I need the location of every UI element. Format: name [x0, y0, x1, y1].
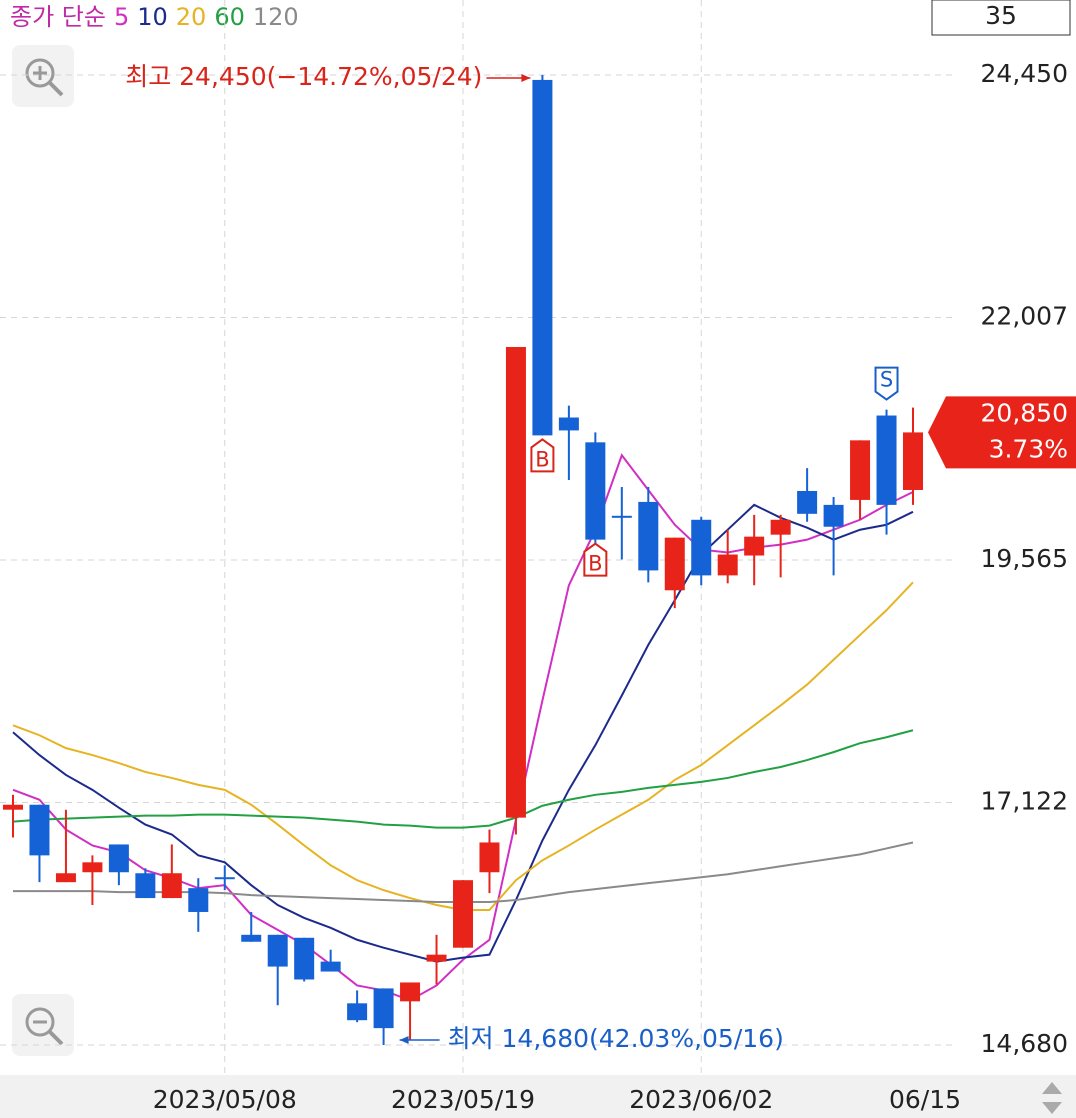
candle-body [850, 440, 871, 500]
candle-body [744, 536, 765, 556]
change-rate: 3.73% [989, 434, 1068, 463]
x-tick-label: 2023/06/02 [629, 1085, 773, 1114]
ma-line [12, 503, 914, 963]
candle-body [479, 842, 500, 873]
candle-body [876, 415, 897, 505]
candle-body [638, 501, 659, 571]
candle-body [823, 504, 844, 527]
candle-body [29, 804, 50, 856]
legend-entry: 120 [253, 3, 299, 31]
x-tick-label: 2023/05/19 [391, 1085, 535, 1114]
candle-body [585, 442, 606, 540]
candle-body [267, 934, 288, 967]
candle-body [55, 873, 76, 883]
candle-body [320, 961, 341, 972]
y-tick-label: 24,450 [981, 59, 1068, 88]
candle-body [188, 888, 209, 912]
candle-body [717, 554, 738, 576]
candle-body [400, 982, 421, 1002]
candle-body [664, 537, 685, 591]
count-box [931, 0, 1071, 36]
arrow-head [399, 1036, 409, 1045]
candle-body [797, 490, 818, 514]
candle-body [532, 79, 553, 436]
candle-body [135, 873, 156, 899]
candle-body [161, 873, 182, 899]
arrow-head [521, 73, 531, 82]
visible-count: 35 [985, 1, 1017, 30]
x-tick-label: 06/15 [889, 1085, 961, 1114]
y-tick-label: 19,565 [981, 544, 1068, 573]
legend-entry: 60 [214, 3, 245, 31]
last-price-box [928, 396, 1076, 469]
candle-body [373, 988, 394, 1029]
candle-body [108, 844, 129, 873]
low-annotation: 최저 14,680(42.03%,05/16) [448, 1024, 784, 1053]
candle-body [770, 519, 791, 535]
candle-body [3, 804, 23, 810]
legend-entry: 5 [114, 3, 129, 31]
candle-body [241, 934, 262, 942]
legend-entry: 10 [137, 3, 168, 31]
candle-body [347, 1003, 368, 1021]
legend-entry: 20 [176, 3, 207, 31]
signal-marker [583, 542, 608, 577]
signal-marker [530, 438, 555, 473]
last-price: 20,850 [981, 398, 1068, 427]
candle-body [214, 877, 235, 880]
candle-body [294, 937, 315, 980]
candle-body [505, 347, 526, 818]
signal-label: B [535, 447, 549, 471]
x-tick-label: 2023/05/08 [153, 1085, 297, 1114]
candle-body [903, 432, 923, 490]
zoom-out[interactable] [12, 994, 74, 1056]
candle-body [82, 862, 103, 873]
signal-marker [874, 366, 899, 401]
candle-body [691, 519, 712, 576]
zoom-in[interactable] [12, 45, 74, 107]
signal-label: B [588, 552, 602, 576]
signal-label: S [880, 368, 893, 392]
candle-body [453, 880, 473, 948]
scroll-arrows[interactable] [1042, 1082, 1062, 1114]
ma-line [12, 729, 914, 829]
y-tick-label: 17,122 [981, 787, 1068, 816]
candle-body [611, 515, 632, 518]
high-annotation: 최고 24,450(−14.72%,05/24) [125, 62, 482, 91]
candle-body [426, 954, 447, 962]
date-axis-band [0, 1075, 1076, 1118]
candle-body [558, 417, 579, 431]
legend-title: 종가 단순 [10, 3, 106, 31]
y-tick-label: 22,007 [981, 302, 1068, 331]
y-tick-label: 14,680 [981, 1029, 1068, 1058]
